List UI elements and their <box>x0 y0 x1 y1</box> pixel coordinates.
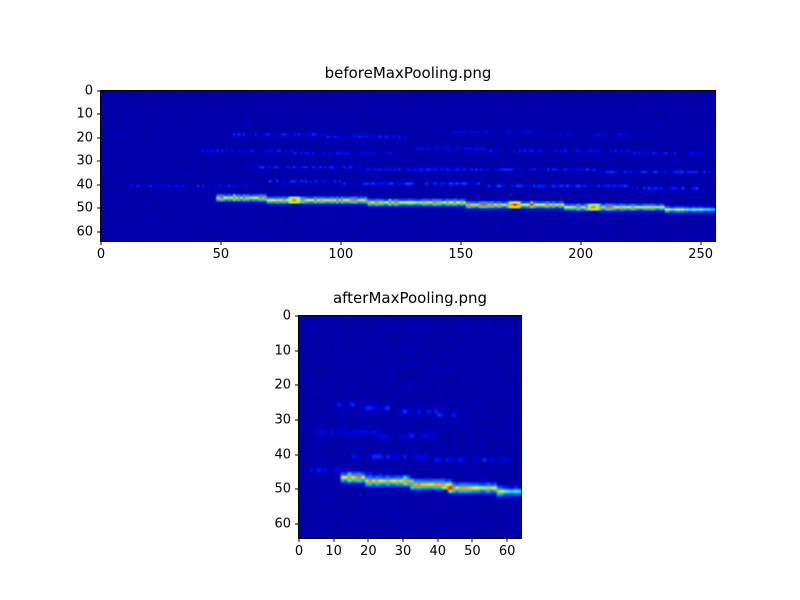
y-tick-mark <box>97 207 101 209</box>
axes-after-maxpooling: afterMaxPooling.png 0 10 20 30 40 50 60 0 10 20 30… <box>274 289 522 559</box>
x-tick-label: 0 <box>294 544 304 559</box>
y-tick-mark <box>97 231 101 233</box>
x-tick-mark <box>580 241 582 245</box>
axes-before-maxpooling: beforeMaxPooling.png 0 50 100 150 200 250 0 10 2… <box>76 64 716 262</box>
x-tick-label: 20 <box>360 544 377 559</box>
y-tick-label: 10 <box>76 106 93 122</box>
y-tick-mark <box>97 184 101 186</box>
x-tick-mark <box>471 538 473 542</box>
x-tick-mark <box>460 241 462 245</box>
y-tick-mark <box>295 454 299 456</box>
y-tick-mark <box>295 488 299 490</box>
y-tick-label: 20 <box>274 377 291 393</box>
y-tick-label: 50 <box>76 200 93 216</box>
x-tick-mark <box>220 241 222 245</box>
x-tick-label: 50 <box>212 247 230 262</box>
x-tick-label: 0 <box>96 247 106 262</box>
x-tick-label: 100 <box>328 247 354 262</box>
x-tick-mark <box>506 538 508 542</box>
x-tick-mark <box>298 538 300 542</box>
y-tick-label: 20 <box>76 130 93 146</box>
y-tick-mark <box>295 419 299 421</box>
y-tick-mark <box>97 90 101 92</box>
x-tick-mark <box>402 538 404 542</box>
x-tick-label: 200 <box>568 247 594 262</box>
y-tick-mark <box>295 315 299 317</box>
x-tick-label: 150 <box>448 247 474 262</box>
heatmap-after-maxpooling <box>299 316 521 538</box>
x-tick-mark <box>100 241 102 245</box>
y-tick-mark <box>97 160 101 162</box>
x-tick-label: 60 <box>498 544 516 559</box>
y-tick-label: 40 <box>76 177 93 193</box>
x-tick-label: 40 <box>429 544 447 559</box>
x-tick-mark <box>340 241 342 245</box>
y-tick-label: 40 <box>274 447 291 463</box>
x-tick-label: 50 <box>464 544 481 559</box>
y-tick-mark <box>97 137 101 139</box>
x-tick-mark <box>437 538 439 542</box>
plot-title-before-maxpooling: beforeMaxPooling.png <box>324 64 492 82</box>
y-tick-label: 60 <box>76 224 93 240</box>
heatmap-before-maxpooling <box>101 91 715 241</box>
y-tick-label: 0 <box>84 83 93 99</box>
x-tick-mark <box>333 538 335 542</box>
y-tick-label: 30 <box>76 153 93 169</box>
y-tick-label: 0 <box>282 308 291 324</box>
x-tick-label: 250 <box>688 247 714 262</box>
y-tick-label: 50 <box>274 481 291 497</box>
y-tick-label: 30 <box>274 412 291 428</box>
y-tick-label: 60 <box>274 516 291 532</box>
x-tick-label: 10 <box>325 544 342 559</box>
x-tick-mark <box>367 538 369 542</box>
x-tick-mark <box>700 241 702 245</box>
y-tick-mark <box>295 523 299 525</box>
x-tick-label: 30 <box>394 544 412 559</box>
plot-title-after-maxpooling: afterMaxPooling.png <box>332 289 488 307</box>
y-tick-label: 10 <box>274 343 291 359</box>
y-tick-mark <box>97 113 101 115</box>
y-tick-mark <box>295 384 299 386</box>
y-tick-mark <box>295 350 299 352</box>
